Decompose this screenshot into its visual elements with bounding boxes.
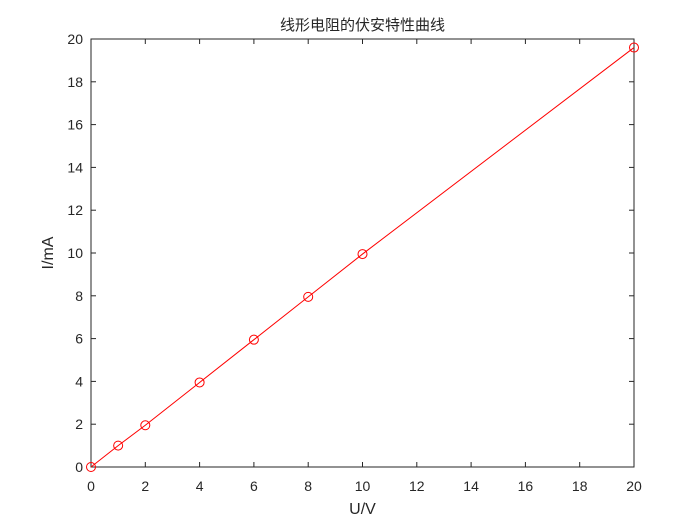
x-tick-label: 20 — [626, 478, 642, 494]
y-tick-label: 0 — [75, 459, 83, 475]
axis-ticks — [90, 38, 635, 468]
x-tick-label: 14 — [463, 478, 479, 494]
x-tick-label: 12 — [409, 478, 425, 494]
y-tick-label: 14 — [67, 159, 83, 175]
data-point — [86, 462, 96, 472]
y-tick-label: 20 — [67, 31, 83, 47]
x-axis-label: U/V — [349, 501, 376, 518]
y-tick-label: 16 — [67, 117, 83, 133]
plot-area — [90, 38, 635, 468]
data-point — [629, 42, 639, 53]
data-point — [140, 420, 151, 431]
y-tick-label: 18 — [67, 74, 83, 90]
y-tick-label: 6 — [75, 331, 83, 347]
y-tick-label: 10 — [67, 245, 83, 261]
x-tick-label: 10 — [355, 478, 371, 494]
data-point — [248, 334, 259, 345]
x-tick-label: 8 — [304, 478, 312, 494]
y-tick-label: 2 — [75, 416, 83, 432]
x-tick-label: 4 — [196, 478, 204, 494]
x-tick-label: 18 — [572, 478, 588, 494]
series-line — [90, 47, 635, 468]
x-tick-label: 0 — [87, 478, 95, 494]
y-tick-label: 12 — [67, 202, 83, 218]
y-tick-label: 8 — [75, 288, 83, 304]
y-tick-label: 4 — [75, 373, 83, 389]
data-point — [303, 291, 314, 302]
data-point — [113, 440, 124, 451]
x-tick-label: 2 — [141, 478, 149, 494]
data-series — [86, 42, 639, 472]
tick-labels: 0 2 4 6 8 10 12 14 16 18 20 0 2 4 6 8 10 12 14 16 18 20 — [67, 31, 642, 494]
chart-title: 线形电阻的伏安特性曲线 — [280, 16, 445, 34]
data-point — [357, 249, 368, 260]
x-tick-label: 6 — [250, 478, 258, 494]
y-axis-label: I/mA — [40, 236, 57, 269]
data-point — [194, 377, 205, 388]
x-tick-label: 16 — [518, 478, 534, 494]
